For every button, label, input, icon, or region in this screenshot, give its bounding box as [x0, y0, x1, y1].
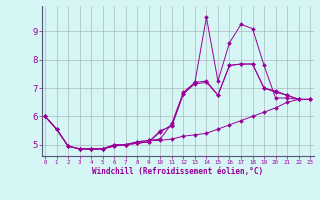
- X-axis label: Windchill (Refroidissement éolien,°C): Windchill (Refroidissement éolien,°C): [92, 167, 263, 176]
